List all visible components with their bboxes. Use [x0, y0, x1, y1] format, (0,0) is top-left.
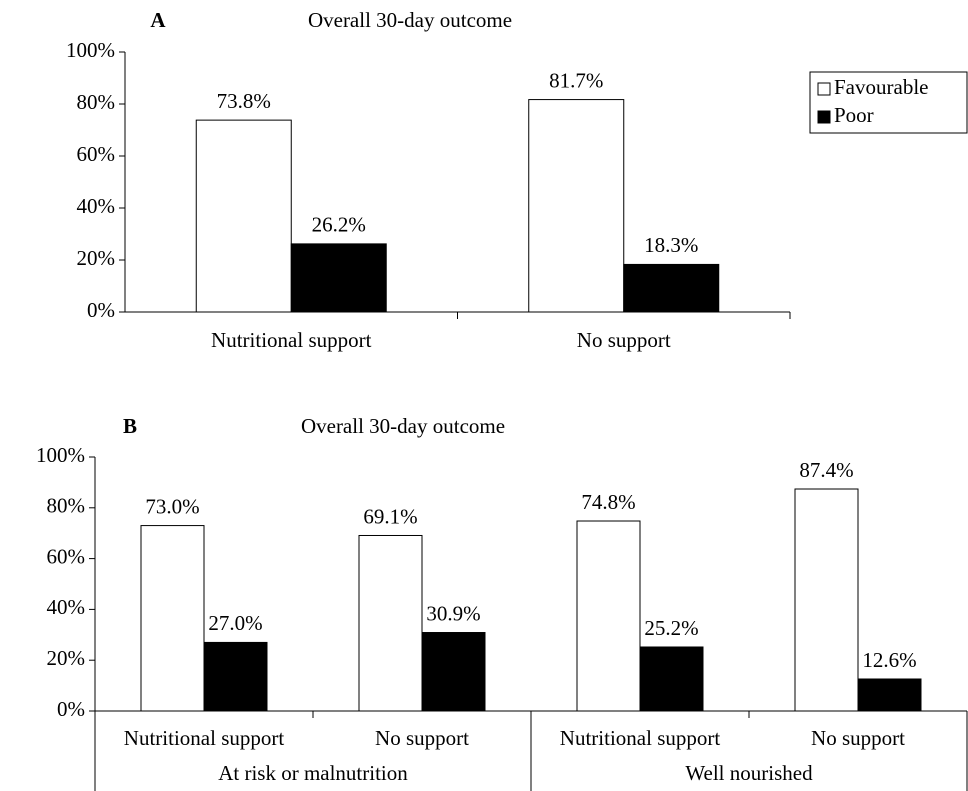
bar [576, 520, 641, 712]
y-tick-label: 100% [66, 38, 115, 62]
bar [203, 641, 268, 712]
y-tick-label: 100% [36, 443, 85, 467]
value-label: 18.3% [644, 233, 698, 257]
value-label: 25.2% [644, 616, 698, 640]
y-tick-label: 80% [77, 90, 116, 114]
y-tick-label: 40% [77, 194, 116, 218]
value-label: 81.7% [549, 68, 603, 92]
y-tick-label: 0% [57, 697, 85, 721]
value-label: 73.0% [145, 494, 199, 518]
bar [358, 534, 423, 712]
bar [794, 488, 859, 712]
value-label: 69.1% [363, 504, 417, 528]
bar [623, 263, 720, 313]
y-tick-label: 60% [77, 142, 116, 166]
value-label: 74.8% [581, 490, 635, 514]
x-tick-label: No support [375, 726, 469, 750]
y-tick-label: 80% [47, 494, 86, 518]
bar [639, 646, 704, 712]
chart-title: Overall 30-day outcome [308, 8, 512, 32]
value-label: 27.0% [208, 611, 262, 635]
panel-label: B [123, 414, 137, 438]
value-label: 87.4% [799, 458, 853, 482]
x-tick-label: Nutritional support [211, 328, 372, 352]
value-label: 73.8% [217, 89, 271, 113]
bar [857, 678, 922, 712]
legend-box [809, 71, 968, 134]
value-label: 12.6% [862, 648, 916, 672]
panel-label: A [150, 8, 166, 32]
bar [290, 243, 387, 313]
bar [195, 119, 292, 313]
y-tick-label: 20% [47, 646, 86, 670]
x-tick-label: Nutritional support [124, 726, 285, 750]
y-tick-label: 60% [47, 544, 86, 568]
value-label: 26.2% [312, 213, 366, 237]
y-tick-label: 20% [77, 246, 116, 270]
x-tick-label: No support [577, 328, 671, 352]
bar [140, 525, 205, 712]
bar [421, 632, 486, 712]
legend-swatch [817, 82, 831, 96]
x-tick-label: No support [811, 726, 905, 750]
group-label: At risk or malnutrition [218, 761, 408, 785]
x-tick-label: Nutritional support [560, 726, 721, 750]
y-tick-label: 40% [47, 595, 86, 619]
legend-label: Poor [834, 103, 874, 127]
y-tick-label: 0% [87, 298, 115, 322]
chart-title: Overall 30-day outcome [301, 414, 505, 438]
group-label: Well nourished [685, 761, 813, 785]
value-label: 30.9% [426, 601, 480, 625]
legend-swatch [817, 110, 831, 124]
bar [528, 99, 625, 313]
legend-label: Favourable [834, 75, 928, 99]
